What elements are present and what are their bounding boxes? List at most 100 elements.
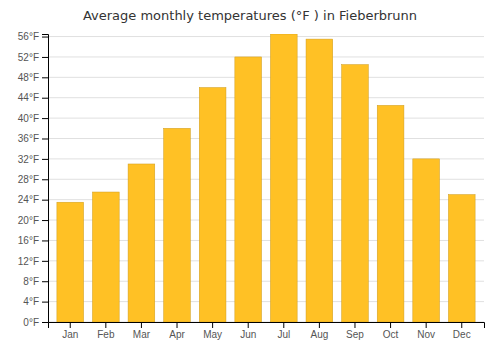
tick-mark	[42, 118, 48, 119]
bar	[164, 128, 191, 322]
tick-mark	[42, 240, 48, 241]
tick: 56°F	[18, 31, 48, 42]
tick-mark	[70, 322, 71, 328]
tick: 36°F	[18, 133, 48, 144]
tick-label: Sep	[346, 329, 364, 340]
tick: 8°F	[23, 276, 48, 287]
tick-mark	[42, 57, 48, 58]
tick: Jun	[240, 322, 256, 340]
bar	[199, 88, 226, 322]
tick-label: 32°F	[18, 154, 39, 165]
tick-label: 0°F	[23, 317, 39, 328]
bar	[342, 65, 369, 322]
y-axis: 0°F 4°F 8°F 12°F 16°F 20°F 24°F 28°F 32°F 36°F 40°…	[18, 31, 49, 327]
tick-label: 40°F	[18, 113, 39, 124]
tick: 4°F	[23, 296, 48, 307]
tick: Jan	[62, 322, 78, 340]
bar	[235, 57, 262, 322]
grid-line	[48, 77, 484, 78]
tick-label: Oct	[383, 329, 399, 340]
tick-mark	[42, 281, 48, 282]
grid-line	[48, 56, 484, 57]
bar	[128, 164, 155, 322]
tick-mark	[319, 322, 320, 328]
tick-label: 28°F	[18, 174, 39, 185]
tick: Oct	[383, 322, 399, 340]
tick-label: 8°F	[23, 276, 39, 287]
tick-mark	[390, 322, 391, 328]
tick-label: May	[203, 329, 222, 340]
bar	[377, 105, 404, 322]
title: Average monthly temperatures (°F ) in Fi…	[83, 8, 417, 23]
tick-label: Feb	[97, 329, 115, 340]
bars	[57, 34, 475, 322]
axis-line	[42, 35, 49, 323]
tick: 32°F	[18, 154, 48, 165]
tick-label: 4°F	[23, 296, 39, 307]
tick: Nov	[417, 322, 435, 340]
tick: 0°F	[23, 317, 48, 328]
grid-line	[48, 36, 484, 37]
tick: Aug	[310, 322, 328, 340]
tick-mark	[42, 159, 48, 160]
tick-label: Aug	[310, 329, 328, 340]
tick-mark	[177, 322, 178, 328]
tick: 16°F	[18, 235, 48, 246]
tick-label: 56°F	[18, 31, 39, 42]
tick-mark	[141, 322, 142, 328]
tick-mark	[42, 302, 48, 303]
tick-mark	[42, 220, 48, 221]
tick: 24°F	[18, 194, 48, 205]
tick-label: 16°F	[18, 235, 39, 246]
tick-label: Mar	[133, 329, 151, 340]
tick-mark	[42, 77, 48, 78]
tick: 20°F	[18, 215, 48, 226]
tick-label: 24°F	[18, 194, 39, 205]
tick: 40°F	[18, 113, 48, 124]
bar	[270, 34, 297, 322]
tick-label: Jan	[62, 329, 78, 340]
tick-mark	[42, 322, 48, 323]
tick-mark	[248, 322, 249, 328]
tick-mark	[42, 37, 48, 38]
grid-line	[48, 97, 484, 98]
axis-line	[49, 323, 485, 329]
tick-label: 48°F	[18, 72, 39, 83]
tick-mark	[42, 200, 48, 201]
tick-label: 20°F	[18, 215, 39, 226]
tick: 28°F	[18, 174, 48, 185]
tick-mark	[426, 322, 427, 328]
tick-mark	[42, 179, 48, 180]
tick: Mar	[133, 322, 151, 340]
plot: 0°F 4°F 8°F 12°F 16°F 20°F 24°F 28°F 32°F 36°F 40°…	[18, 31, 485, 340]
tick-label: 52°F	[18, 52, 39, 63]
tick: Sep	[346, 322, 364, 340]
tick-label: Jun	[240, 329, 256, 340]
bar	[57, 202, 84, 322]
tick-label: Apr	[169, 329, 185, 340]
grid-line	[48, 138, 484, 139]
tick: Feb	[97, 322, 115, 340]
tick: Apr	[169, 322, 185, 340]
tick: 44°F	[18, 92, 48, 103]
tick-label: Dec	[453, 329, 471, 340]
x-axis: Jan Feb Mar Apr May Jun Jul Aug Sep Oct Nov Dec	[49, 322, 485, 340]
tick: 12°F	[18, 256, 48, 267]
tick: Jul	[277, 322, 290, 340]
bar	[413, 159, 440, 322]
tick-mark	[105, 322, 106, 328]
bar	[306, 39, 333, 322]
tick: 52°F	[18, 52, 48, 63]
tick: May	[203, 322, 222, 340]
tick-mark	[461, 322, 462, 328]
chart: Average monthly temperatures (°F ) in Fi…	[0, 0, 500, 350]
tick: Dec	[453, 322, 471, 340]
tick-label: 36°F	[18, 133, 39, 144]
tick-mark	[283, 322, 284, 328]
bar	[448, 195, 475, 322]
grid	[48, 37, 484, 322]
tick-label: Nov	[417, 329, 435, 340]
tick-label: Jul	[277, 329, 290, 340]
tick-mark	[42, 261, 48, 262]
tick-mark	[212, 322, 213, 328]
